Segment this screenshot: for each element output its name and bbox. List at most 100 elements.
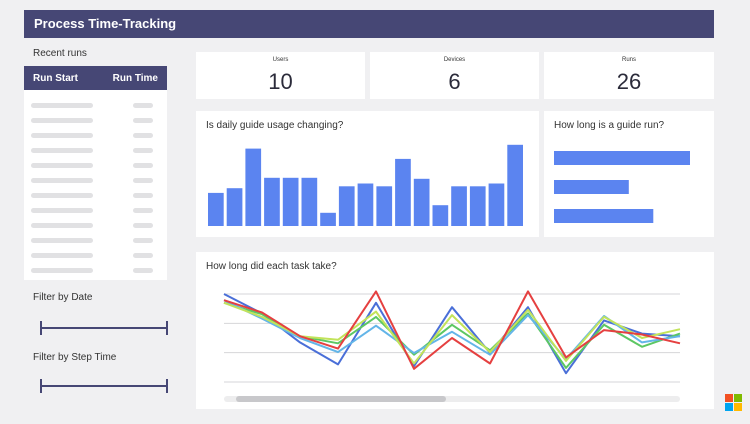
kpi-card-runs: Runs 26 <box>544 52 714 99</box>
run-start-placeholder <box>31 238 93 243</box>
run-start-placeholder <box>31 163 93 168</box>
run-time-placeholder <box>133 193 153 198</box>
bar-8 <box>338 186 355 226</box>
slider-start-handle[interactable] <box>40 321 42 335</box>
filter-step-time-label: Filter by Step Time <box>33 352 117 363</box>
hbar-C <box>554 209 654 223</box>
kpi-label: Devices <box>443 57 466 63</box>
logo-tile-green <box>734 394 742 402</box>
bar-5 <box>282 177 299 226</box>
bar-1 <box>208 192 224 226</box>
recent-runs-table: Run Start Run Time <box>24 66 167 280</box>
bar-3 <box>245 148 262 226</box>
table-row[interactable] <box>24 128 167 143</box>
kpi-label: Runs <box>621 57 636 63</box>
chart-title: How long did each task take? <box>206 261 337 272</box>
logo-tile-yellow <box>734 403 742 411</box>
table-row[interactable] <box>24 143 167 158</box>
kpi-value: 6 <box>448 69 461 94</box>
task-duration-chart-card: How long did each task take? <box>196 252 714 409</box>
task-duration-line-chart <box>223 290 681 402</box>
run-start-placeholder <box>31 103 93 108</box>
bar-11 <box>395 158 411 226</box>
run-start-placeholder <box>31 118 93 123</box>
bar-15 <box>469 186 486 226</box>
bar-16 <box>488 183 505 226</box>
filter-date-label: Filter by Date <box>33 292 93 303</box>
app-title: Process Time-Tracking <box>34 16 177 31</box>
column-header-run-time[interactable]: Run Time <box>112 72 158 84</box>
run-start-placeholder <box>31 268 93 273</box>
run-start-placeholder <box>31 223 93 228</box>
bar-7 <box>320 212 336 226</box>
run-start-placeholder <box>31 208 93 213</box>
bar-10 <box>376 186 393 226</box>
chart-title: Is daily guide usage changing? <box>206 120 344 131</box>
logo-tile-blue <box>725 403 733 411</box>
slider-end-handle[interactable] <box>166 379 168 393</box>
series-line-lime <box>223 301 681 365</box>
table-row[interactable] <box>24 218 167 233</box>
slider-end-handle[interactable] <box>166 321 168 335</box>
slider-track[interactable] <box>40 327 168 329</box>
run-time-placeholder <box>133 178 153 183</box>
run-time-placeholder <box>133 238 153 243</box>
run-length-chart-card: How long is a guide run? <box>544 111 714 237</box>
run-time-placeholder <box>133 148 153 153</box>
hbar-B <box>554 180 629 194</box>
daily-usage-bar-chart <box>208 144 523 226</box>
table-row[interactable] <box>24 98 167 113</box>
run-time-placeholder <box>133 208 153 213</box>
kpi-value: 10 <box>268 69 293 94</box>
table-row[interactable] <box>24 203 167 218</box>
run-start-placeholder <box>31 133 93 138</box>
column-header-run-start[interactable]: Run Start <box>33 72 78 84</box>
kpi-label: Users <box>272 57 289 63</box>
series-line-blue <box>223 293 681 375</box>
table-row[interactable] <box>24 158 167 173</box>
run-time-placeholder <box>133 118 153 123</box>
run-time-placeholder <box>133 133 153 138</box>
run-start-placeholder <box>31 148 93 153</box>
bar-6 <box>301 177 318 226</box>
bar-13 <box>432 205 449 226</box>
run-time-placeholder <box>133 268 153 273</box>
run-time-placeholder <box>133 103 153 108</box>
run-time-placeholder <box>133 253 153 258</box>
run-start-placeholder <box>31 178 93 183</box>
table-header: Run Start Run Time <box>24 66 167 90</box>
slider-start-handle[interactable] <box>40 379 42 393</box>
run-start-placeholder <box>31 193 93 198</box>
table-row[interactable] <box>24 188 167 203</box>
app-title-bar: Process Time-Tracking <box>24 10 714 38</box>
date-range-slider[interactable] <box>40 321 168 335</box>
slider-track[interactable] <box>40 385 168 387</box>
bar-9 <box>357 183 374 226</box>
step-time-range-slider[interactable] <box>40 379 168 393</box>
bar-14 <box>451 186 467 226</box>
scrollbar-thumb[interactable] <box>236 396 446 402</box>
kpi-value: 26 <box>616 69 642 94</box>
table-body <box>24 90 167 278</box>
run-length-bar-chart <box>554 151 690 223</box>
bar-2 <box>226 188 243 226</box>
hbar-A <box>554 151 690 165</box>
table-row[interactable] <box>24 173 167 188</box>
daily-usage-chart-card: Is daily guide usage changing? <box>196 111 539 237</box>
run-time-placeholder <box>133 223 153 228</box>
chart-title: How long is a guide run? <box>554 120 665 131</box>
table-row[interactable] <box>24 113 167 128</box>
microsoft-logo-icon <box>725 394 742 411</box>
table-row[interactable] <box>24 248 167 263</box>
bar-4 <box>264 177 280 226</box>
logo-tile-red <box>725 394 733 402</box>
run-start-placeholder <box>31 253 93 258</box>
kpi-card-devices: Devices 6 <box>370 52 539 99</box>
kpi-card-users: Users 10 <box>196 52 365 99</box>
recent-runs-title: Recent runs <box>33 48 87 59</box>
bar-12 <box>413 178 430 226</box>
bar-17 <box>507 144 523 226</box>
run-time-placeholder <box>133 163 153 168</box>
table-row[interactable] <box>24 233 167 248</box>
table-row[interactable] <box>24 263 167 278</box>
